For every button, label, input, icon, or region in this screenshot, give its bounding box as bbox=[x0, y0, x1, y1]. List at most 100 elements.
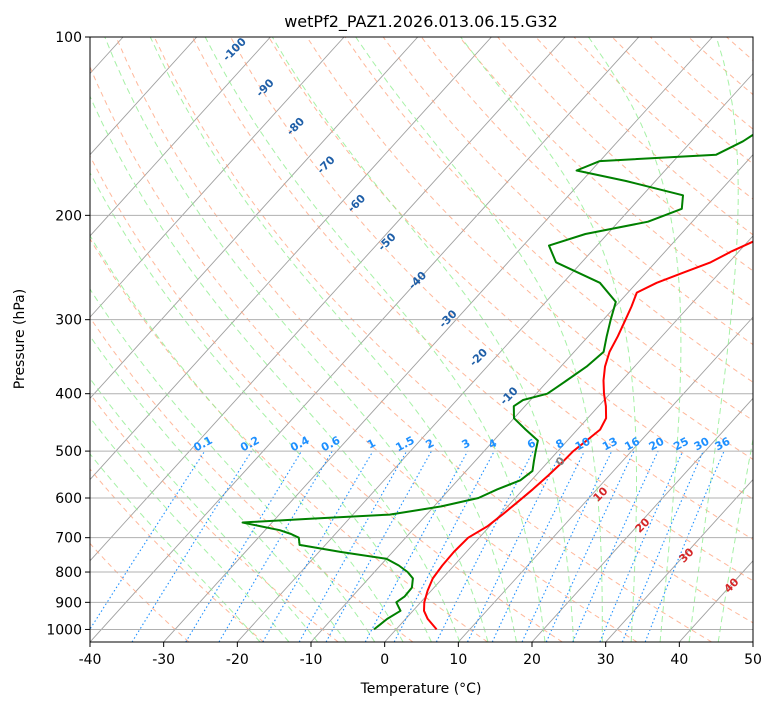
dewpoint-trace bbox=[241, 133, 753, 631]
dry-adiabat-line bbox=[306, 37, 753, 460]
mixing-ratio-line bbox=[90, 450, 206, 631]
moist-adiabat-line bbox=[460, 37, 637, 642]
mixing-ratio-line bbox=[599, 450, 684, 642]
dry-adiabat-line bbox=[90, 155, 563, 642]
dry-adiabat-line bbox=[382, 37, 753, 383]
moist-adiabat-line bbox=[588, 37, 682, 642]
moist-adiabat-line bbox=[204, 37, 546, 642]
mixing-ratio-label: 20 bbox=[647, 435, 667, 454]
dry-adiabat-line bbox=[573, 37, 753, 200]
isotherm-line bbox=[679, 560, 753, 642]
y-tick-label: 100 bbox=[55, 30, 82, 46]
dry-adiabat-line bbox=[268, 37, 753, 500]
isotherm-line bbox=[90, 37, 271, 237]
moist-adiabat-line bbox=[355, 37, 603, 642]
y-tick-label: 600 bbox=[55, 491, 82, 507]
moist-adiabat-line bbox=[271, 37, 575, 642]
isotherm-line bbox=[752, 641, 753, 642]
mixing-ratio-line bbox=[545, 450, 635, 642]
mixing-ratio-label: 2 bbox=[423, 436, 436, 451]
y-tick-label: 500 bbox=[55, 444, 82, 460]
mixing-ratio-line bbox=[621, 450, 704, 642]
mixing-ratio-line bbox=[393, 450, 495, 642]
y-tick-label: 900 bbox=[55, 595, 82, 611]
moist-adiabat-label: 20 bbox=[633, 515, 653, 535]
mixing-ratio-label: 10 bbox=[573, 435, 593, 454]
y-tick-label: 300 bbox=[55, 313, 82, 329]
moist-adiabat-line bbox=[90, 234, 404, 642]
isotherm-line bbox=[90, 37, 492, 481]
mixing-ratio-line bbox=[131, 450, 252, 642]
dry-adiabat-label: -70 bbox=[314, 153, 337, 176]
y-tick-label: 400 bbox=[55, 387, 82, 403]
moist-adiabat-label: 10 bbox=[591, 484, 611, 504]
dry-adiabat-line bbox=[421, 37, 753, 346]
mixing-ratio-line bbox=[325, 450, 432, 642]
moist-adiabat-line bbox=[149, 37, 517, 642]
x-tick-label: -20 bbox=[226, 652, 249, 668]
dry-adiabat-label: -30 bbox=[436, 307, 459, 330]
mixing-ratio-label: 25 bbox=[671, 435, 691, 454]
x-tick-label: 40 bbox=[670, 652, 688, 668]
x-tick-label: 10 bbox=[449, 652, 467, 668]
mixing-ratio-line bbox=[298, 450, 408, 642]
mixing-ratio-line bbox=[467, 450, 563, 642]
mixing-ratio-label: 36 bbox=[713, 435, 733, 454]
moist-adiabat-line bbox=[90, 453, 261, 642]
isotherm-line bbox=[384, 235, 753, 642]
dry-adiabat-line bbox=[230, 37, 753, 541]
x-tick-label: 20 bbox=[523, 652, 541, 668]
plot-frame bbox=[89, 36, 754, 643]
dry-adiabat-line bbox=[153, 37, 753, 624]
sounding-traces bbox=[241, 133, 753, 631]
x-tick-label: -30 bbox=[152, 652, 175, 668]
mixing-ratio-line bbox=[262, 450, 374, 642]
y-tick-label: 1000 bbox=[46, 622, 82, 638]
chart-title: wetPf2_PAZ1.2026.013.06.15.G32 bbox=[284, 12, 558, 32]
isotherm-line bbox=[237, 72, 753, 642]
pressure-gridlines bbox=[90, 37, 753, 630]
dry-adiabat-line bbox=[459, 37, 753, 309]
moist-adiabat-line bbox=[90, 95, 461, 642]
moist-adiabat-line bbox=[104, 37, 489, 642]
x-tick-label: -40 bbox=[79, 652, 102, 668]
dry-adiabat-label: -20 bbox=[467, 346, 490, 369]
moist-adiabat-line bbox=[717, 436, 753, 642]
x-tick-label: 30 bbox=[597, 652, 615, 668]
y-axis-label: Pressure (hPa) bbox=[12, 289, 28, 389]
mixing-ratio-label: 16 bbox=[622, 435, 642, 454]
x-axis-label: Temperature (°C) bbox=[360, 681, 482, 697]
moist-adiabat-line bbox=[90, 335, 347, 642]
dry-adiabat-line bbox=[191, 37, 753, 582]
mixing-ratio-label: 13 bbox=[600, 435, 620, 454]
y-tick-label: 700 bbox=[55, 531, 82, 547]
isotherm-line bbox=[90, 37, 198, 156]
isotherm-line bbox=[90, 37, 640, 642]
dry-adiabat-line bbox=[344, 37, 753, 422]
moist-adiabat-line bbox=[90, 377, 319, 642]
mixing-ratio-line bbox=[435, 450, 534, 642]
dry-adiabat-line bbox=[90, 542, 190, 642]
x-tick-label: 0 bbox=[380, 652, 389, 668]
isotherm-line bbox=[90, 37, 345, 318]
moist-adiabat-label: 30 bbox=[677, 545, 697, 565]
moist-adiabat-line bbox=[688, 37, 739, 642]
dry-adiabat-line bbox=[90, 468, 264, 642]
dry-adiabat-line bbox=[535, 37, 753, 236]
mixing-ratio-line bbox=[185, 450, 302, 642]
x-tick-label: -10 bbox=[300, 652, 323, 668]
moist-adiabat-line bbox=[90, 288, 376, 642]
background-lines bbox=[90, 37, 775, 642]
dry-adiabat-line bbox=[765, 37, 775, 642]
dry-adiabat-label: -100 bbox=[220, 35, 249, 64]
isotherm-line bbox=[163, 37, 713, 642]
temperature-trace bbox=[423, 240, 753, 631]
mixing-ratio-line bbox=[491, 450, 585, 642]
line-labels: 0.1 0.2 0.4 0.6 1 1.5 2 3 4 6 8 10 13 16 20 25 30 36-100-… bbox=[191, 35, 741, 596]
isotherm-line bbox=[605, 478, 753, 642]
isotherm-line bbox=[458, 316, 753, 642]
mixing-ratio-label: 4 bbox=[486, 436, 499, 451]
